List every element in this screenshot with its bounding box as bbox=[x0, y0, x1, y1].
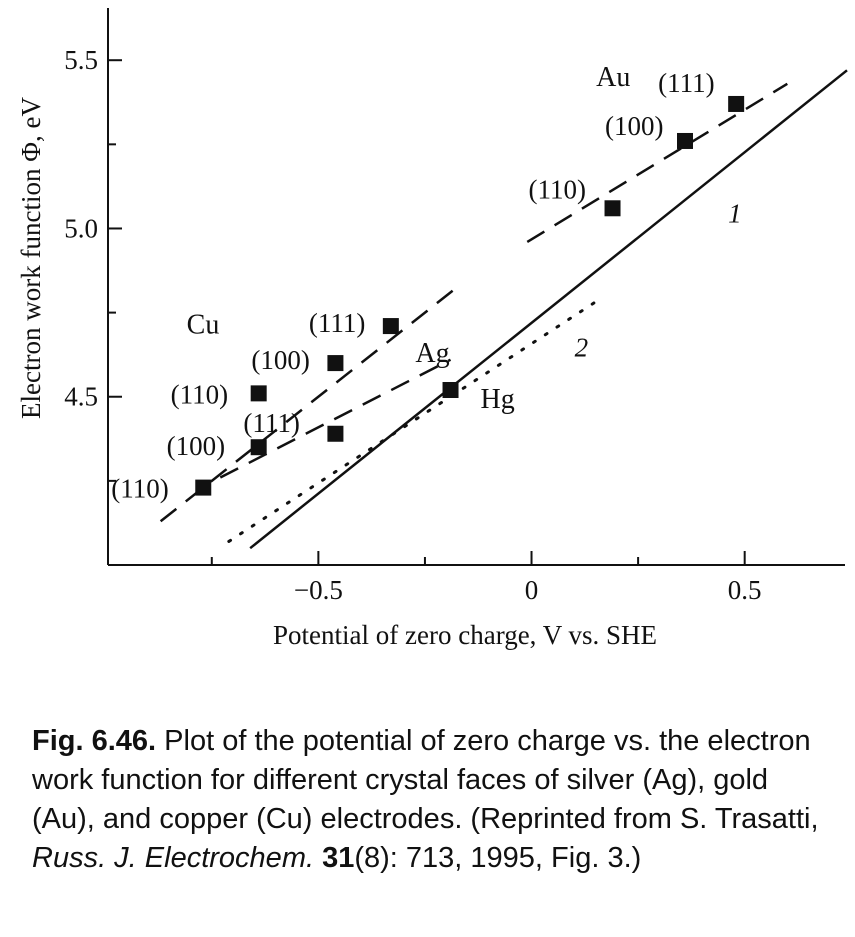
face-label-ag: (111) bbox=[243, 408, 299, 438]
trend-line-dashed bbox=[219, 358, 452, 479]
data-point-cu bbox=[327, 355, 344, 372]
face-label-au: (110) bbox=[529, 174, 586, 204]
line-label-2: 2 bbox=[575, 332, 589, 362]
metal-label-ag: Ag bbox=[415, 338, 449, 369]
y-tick-label: 5.0 bbox=[64, 213, 98, 243]
caption-journal: Russ. J. Electrochem. bbox=[32, 842, 315, 874]
data-point-cu bbox=[250, 385, 267, 402]
face-label-au: (100) bbox=[605, 111, 663, 141]
metal-label-au: Au bbox=[596, 62, 630, 93]
caption-figure-number: Fig. 6.46. bbox=[32, 725, 157, 757]
data-point-au bbox=[604, 200, 621, 217]
caption-rest: (8): 713, 1995, Fig. 3.) bbox=[354, 842, 642, 874]
y-axis-title: Electron work function Φ, eV bbox=[16, 97, 46, 419]
y-tick-label: 4.5 bbox=[64, 382, 98, 412]
face-label-ag: (110) bbox=[111, 474, 168, 504]
data-point-ag bbox=[195, 479, 212, 496]
trend-line-dashed bbox=[526, 82, 788, 244]
face-label-au: (111) bbox=[658, 68, 714, 98]
x-tick-label: 0.5 bbox=[728, 575, 762, 605]
data-point-hg bbox=[442, 382, 459, 399]
data-point-ag bbox=[327, 425, 344, 442]
data-point-cu bbox=[382, 318, 399, 335]
point-labels: (110)(100)(111)(110)(100)(111)(110)(100)… bbox=[111, 62, 741, 504]
chart-plot: 4.55.05.5−0.5 0 0.5 (110)(100)(111)(110)(1… bbox=[16, 8, 848, 650]
x-tick-label: −0.5 bbox=[294, 575, 343, 605]
face-label-cu: (100) bbox=[251, 345, 309, 375]
data-points bbox=[195, 95, 745, 496]
x-axis-title: Potential of zero charge, V vs. SHE bbox=[273, 620, 657, 650]
trend-line-solid bbox=[249, 69, 848, 550]
data-point-ag bbox=[250, 439, 267, 456]
y-tick-label: 5.5 bbox=[64, 45, 98, 75]
figure-caption: Fig. 6.46. Plot of the potential of zero… bbox=[32, 722, 832, 878]
trend-lines bbox=[159, 69, 848, 550]
metal-label-cu: Cu bbox=[187, 309, 220, 340]
data-point-au bbox=[728, 95, 745, 112]
face-label-cu: (110) bbox=[171, 379, 228, 409]
data-point-au bbox=[677, 132, 693, 149]
axes: 4.5 5.0 5.5 −0.5 0 0.5 bbox=[64, 8, 845, 605]
caption-volume: 31 bbox=[314, 842, 355, 874]
metal-label-hg: Hg bbox=[481, 384, 515, 415]
caption-body: Plot of the potential of zero charge vs.… bbox=[32, 725, 819, 835]
x-tick-label: 0 bbox=[525, 575, 539, 605]
face-label-cu: (111) bbox=[309, 308, 365, 338]
line-label-1: 1 bbox=[728, 198, 742, 228]
face-label-ag: (100) bbox=[167, 431, 225, 461]
